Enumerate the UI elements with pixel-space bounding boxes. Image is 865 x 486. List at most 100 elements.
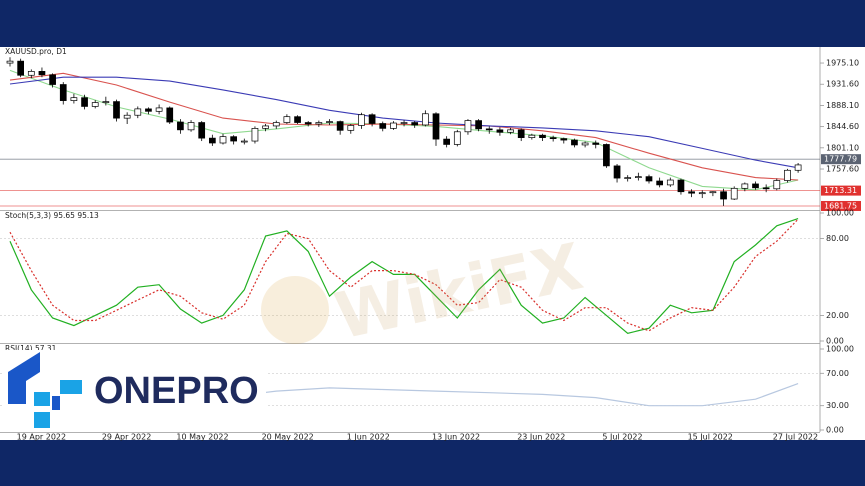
candle-body xyxy=(336,121,344,131)
candle-body xyxy=(507,129,514,133)
price-level-label: 1681.75 xyxy=(824,201,857,210)
candle-body xyxy=(102,101,110,103)
logo-shape xyxy=(34,392,50,406)
candle-body xyxy=(496,129,504,133)
candle-body xyxy=(123,114,131,119)
candle-body xyxy=(517,129,525,138)
candle-body xyxy=(27,71,35,76)
y-tick-label: 1844.60 xyxy=(826,122,859,131)
candle-body xyxy=(166,107,174,123)
candle-body xyxy=(272,122,280,127)
x-tick-label: 10 May 2022 xyxy=(176,433,228,442)
candle-body xyxy=(49,74,56,85)
candle-body xyxy=(219,136,227,144)
candle-body xyxy=(187,122,195,131)
price-level-label: 1713.31 xyxy=(824,186,857,195)
candle-body xyxy=(709,191,717,194)
candle-body xyxy=(198,122,206,139)
candle-body xyxy=(453,131,461,145)
candle-body xyxy=(762,187,770,190)
candle-body xyxy=(432,113,440,140)
candle-body xyxy=(315,122,323,125)
price-level-label: 1777.79 xyxy=(824,155,857,164)
candle-body xyxy=(613,165,621,179)
candle-body xyxy=(251,128,259,142)
candle-body xyxy=(59,84,67,101)
y-tick-label: 1931.60 xyxy=(826,80,859,89)
candle-body xyxy=(528,134,536,138)
candle-body xyxy=(571,139,578,146)
candle-body xyxy=(698,192,706,195)
logo-shape xyxy=(34,412,50,428)
price-level-tag xyxy=(821,200,861,211)
y-tick-label: 20.00 xyxy=(826,311,849,320)
y-tick-label: 0.00 xyxy=(826,337,844,346)
candle-body xyxy=(379,123,387,129)
price-level-tag xyxy=(821,185,861,196)
y-tick-label: 1888.10 xyxy=(826,101,859,110)
candle-body xyxy=(230,136,237,142)
candle-body xyxy=(741,183,749,189)
panel-title: XAUUSD.pro, D1 xyxy=(5,47,67,56)
candle-body xyxy=(475,120,482,130)
y-tick-label: 70.00 xyxy=(826,369,849,378)
candle-body xyxy=(294,116,301,123)
panel-title: RSI(14) 57.31 xyxy=(5,344,57,353)
candle-body xyxy=(155,107,163,112)
candle-body xyxy=(70,97,78,101)
logo: ONEPRO xyxy=(4,350,266,430)
candle-body xyxy=(113,101,120,119)
candle-body xyxy=(794,164,802,171)
moving-average xyxy=(9,69,799,191)
candle-body xyxy=(773,180,781,190)
x-tick-label: 13 Jun 2022 xyxy=(432,433,480,442)
candle-body xyxy=(91,102,99,107)
logo-text: ONEPRO xyxy=(94,370,259,412)
candle-body xyxy=(326,121,333,123)
logo-shape xyxy=(52,396,60,410)
candle-body xyxy=(283,116,291,123)
x-tick-label: 5 Jul 2022 xyxy=(602,433,642,442)
candle-body xyxy=(752,183,759,189)
candle-body xyxy=(539,134,546,138)
y-tick-label: 1975.10 xyxy=(826,59,859,68)
candle-body xyxy=(485,128,493,131)
candle-body xyxy=(422,113,429,126)
candle-body xyxy=(145,108,152,112)
candle-body xyxy=(411,122,419,126)
candle-body xyxy=(634,176,642,178)
candle-body xyxy=(6,60,14,64)
moving-average xyxy=(9,72,799,181)
candle-body xyxy=(730,187,738,200)
candle-body xyxy=(390,122,397,129)
logo-shape xyxy=(60,380,82,394)
candle-body xyxy=(358,114,365,126)
candle-body xyxy=(240,140,248,143)
x-tick-label: 19 Apr 2022 xyxy=(17,433,66,442)
candle-body xyxy=(209,137,216,144)
x-tick-label: 20 May 2022 xyxy=(262,433,314,442)
candle-body xyxy=(645,176,653,182)
plot: 1975.10 1931.60 1888.10 1844.60 1801.10 1757.… xyxy=(0,47,861,442)
candle-body xyxy=(784,169,791,181)
candle-body xyxy=(464,120,472,133)
candle-body xyxy=(720,191,727,200)
candle-body xyxy=(549,137,557,139)
indicator-line xyxy=(9,218,799,332)
candle-body xyxy=(304,122,312,125)
candle-body xyxy=(677,179,685,193)
candle-body xyxy=(656,180,664,186)
candle-body xyxy=(347,125,355,131)
candle-body xyxy=(624,177,632,179)
candle-body xyxy=(177,121,184,131)
x-tick-label: 27 Jul 2022 xyxy=(773,433,818,442)
y-tick-label: 100.00 xyxy=(826,209,854,218)
candle-body xyxy=(688,191,695,194)
indicator-line xyxy=(9,218,799,334)
price-level-tag xyxy=(821,154,861,165)
candle-body xyxy=(17,60,24,76)
candle-body xyxy=(592,142,600,145)
x-tick-label: 15 Jul 2022 xyxy=(688,433,733,442)
candle-body xyxy=(400,122,408,124)
